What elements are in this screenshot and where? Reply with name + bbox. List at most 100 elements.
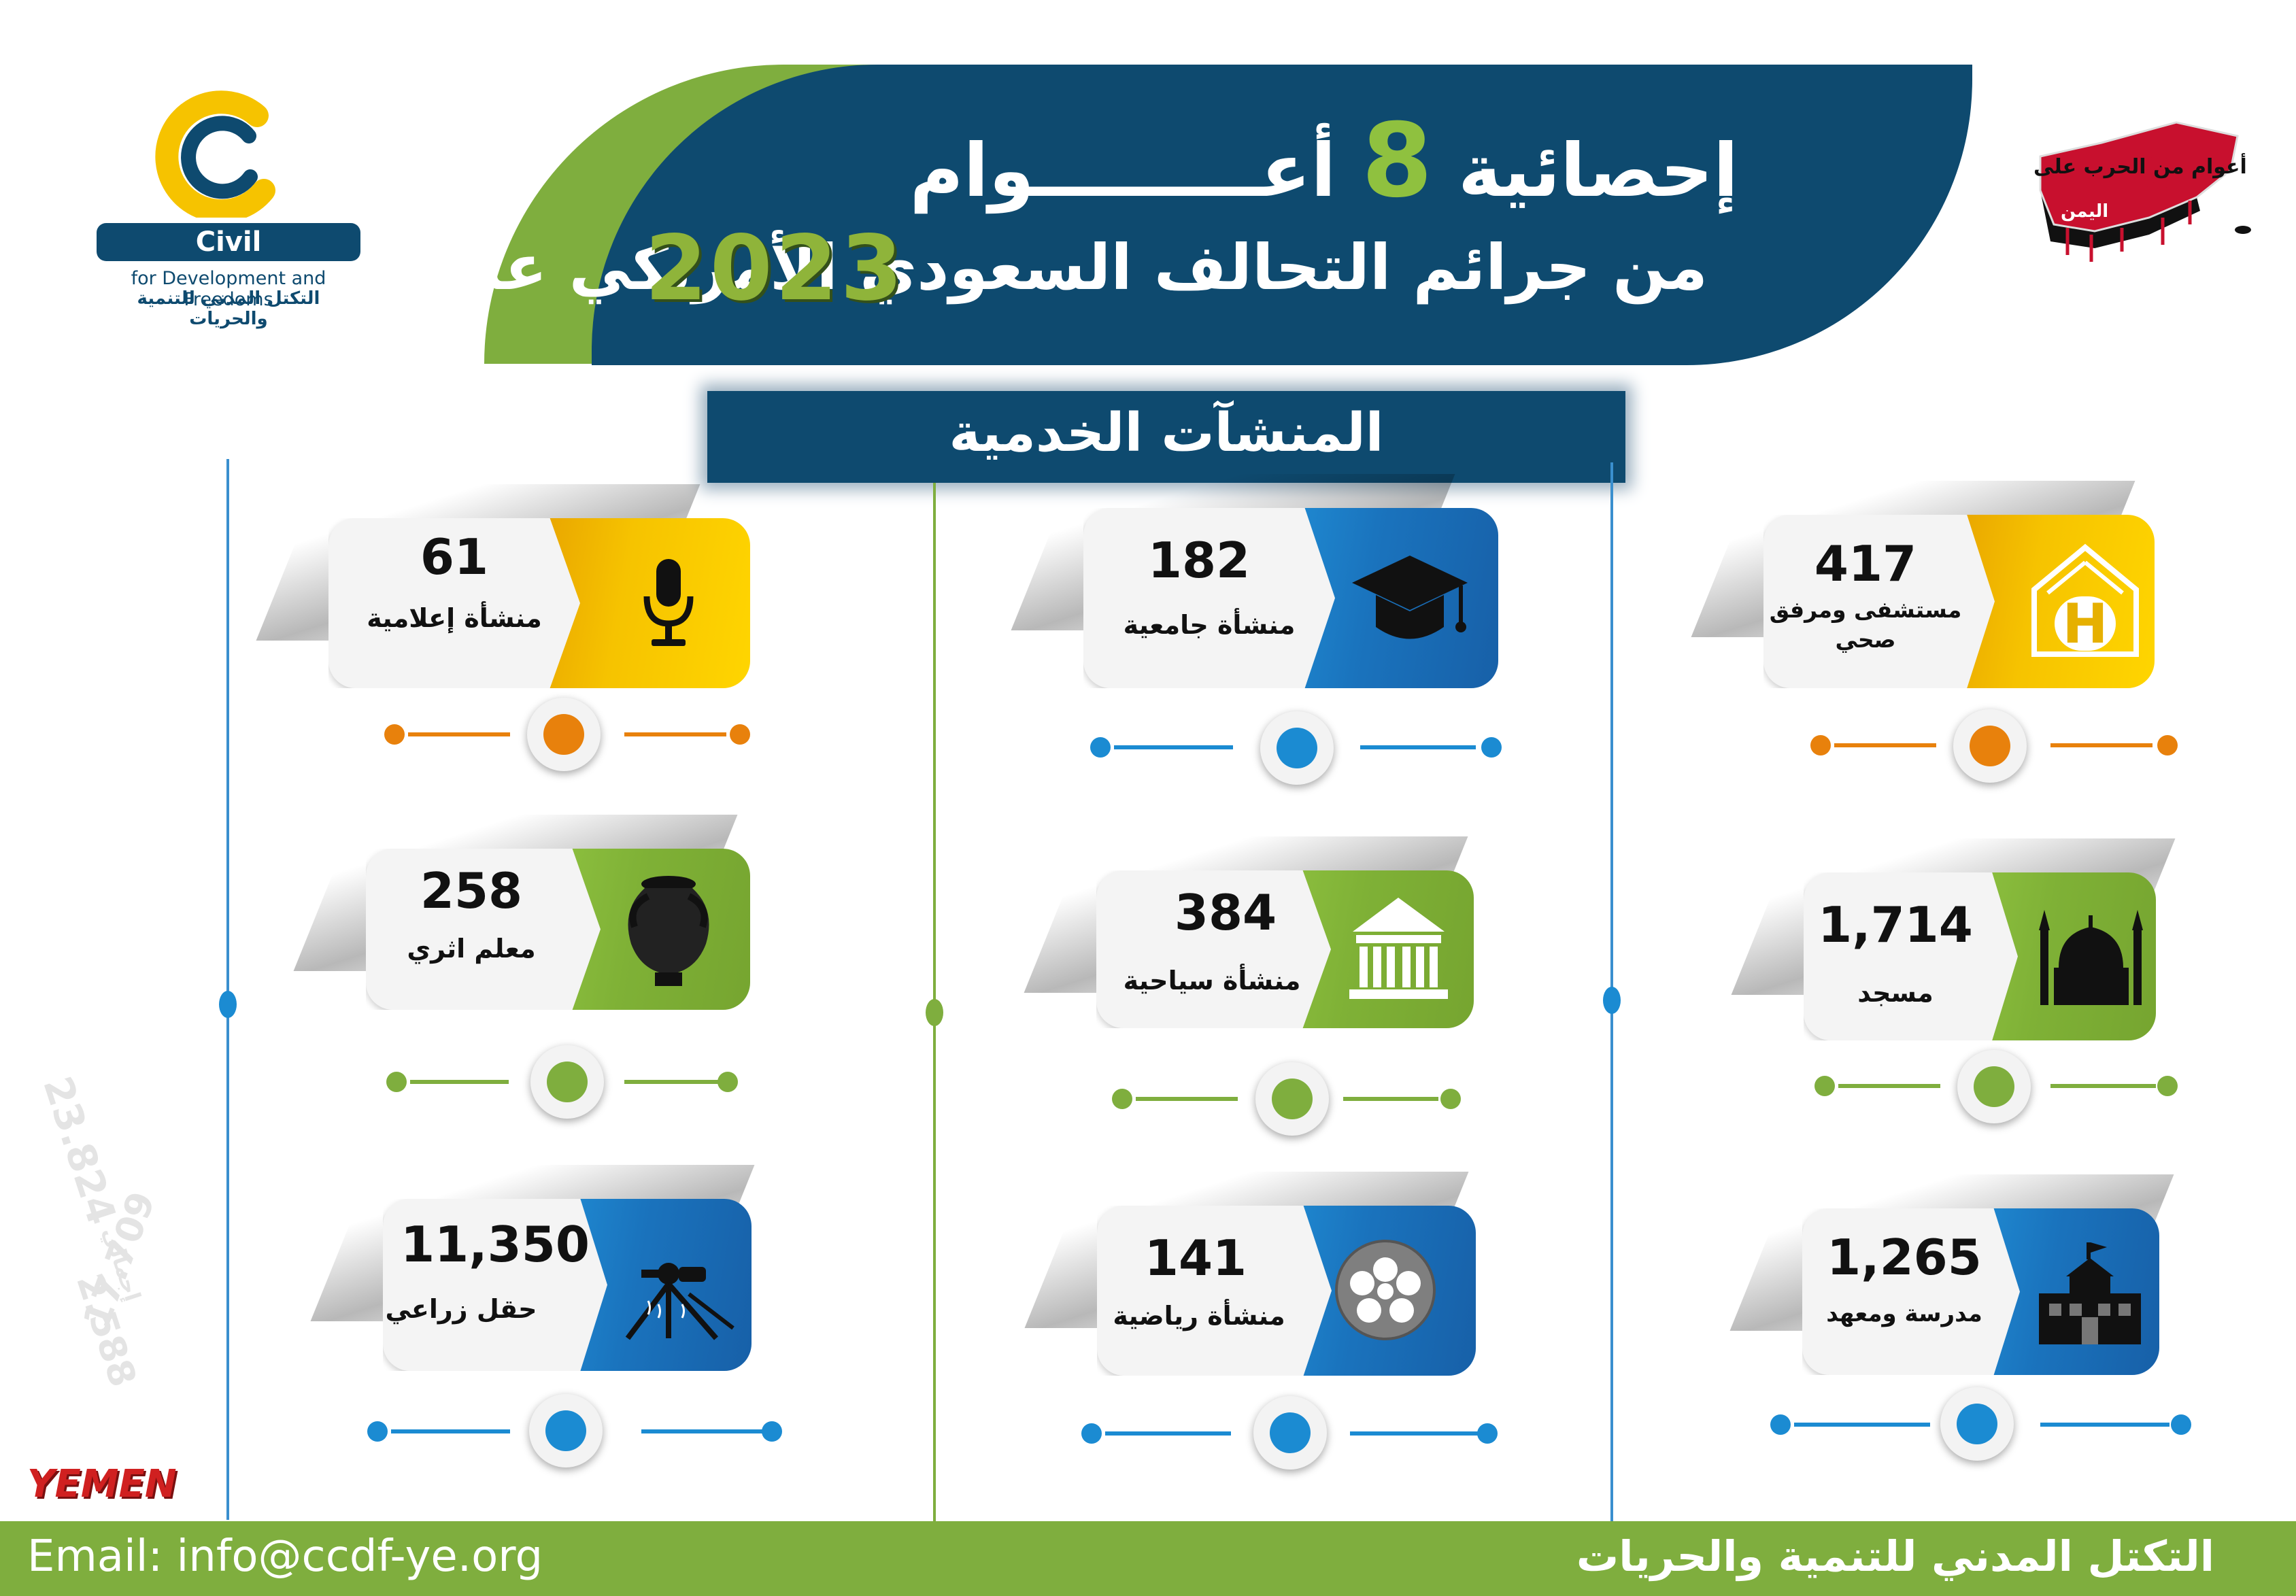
stat-number: 417 bbox=[1814, 535, 1917, 592]
connector-ring bbox=[527, 698, 601, 771]
connector-ring bbox=[1940, 1387, 2014, 1461]
stat-card-mosque: 1,714 مسجد bbox=[1731, 838, 2176, 1040]
connector-ring-core bbox=[1270, 1412, 1311, 1453]
connector-ring-core bbox=[1277, 728, 1317, 768]
header-subtitle: من جرائم التحالف السعودي الأمريكي على ال… bbox=[224, 231, 1708, 304]
vase-icon bbox=[628, 876, 709, 986]
stat-number: 141 bbox=[1144, 1229, 1247, 1287]
connector-ring-core bbox=[1970, 726, 2010, 766]
stat-label: مدرسة ومعهد bbox=[1826, 1300, 1982, 1327]
connector-ring-core bbox=[1272, 1079, 1313, 1119]
connector-dot bbox=[2171, 1414, 2191, 1435]
section-title: المنشآت الخدمية bbox=[949, 403, 1384, 464]
connector-line bbox=[624, 1080, 720, 1084]
connector-line bbox=[1360, 745, 1476, 749]
header-title-number: 8 bbox=[1362, 102, 1433, 220]
stat-label: منشأة رياضية bbox=[1113, 1301, 1285, 1331]
card-text-panel bbox=[1083, 508, 1335, 688]
yemen-logo-text: أعوام من الحرب على bbox=[2033, 155, 2247, 179]
stat-number: 384 bbox=[1174, 884, 1277, 941]
football-icon bbox=[1335, 1240, 1436, 1340]
vertical-divider-left bbox=[226, 459, 229, 1520]
divider-dot-left bbox=[219, 991, 237, 1018]
connector-ring-core bbox=[545, 1410, 586, 1451]
connector-ring-core bbox=[1974, 1066, 2014, 1107]
header-title-suffix: أعـــــــــوام bbox=[909, 129, 1336, 214]
watermark-total: 23.824 bbox=[34, 1071, 126, 1230]
building-icon bbox=[1349, 898, 1448, 999]
card-text-panel bbox=[1802, 1208, 2020, 1375]
civil-conglomerate-logo-icon bbox=[155, 90, 275, 218]
stat-card-school: 1,265 مدرسة ومعهد bbox=[1729, 1174, 2174, 1375]
connector-line bbox=[391, 1429, 510, 1433]
header-banner bbox=[592, 65, 1972, 365]
yemen-map-logo-icon bbox=[2039, 121, 2251, 262]
card-text-panel bbox=[1763, 515, 1995, 688]
connector-dot bbox=[762, 1421, 782, 1442]
connector-line bbox=[1343, 1097, 1438, 1101]
connector-dot bbox=[1090, 737, 1111, 758]
connector-line bbox=[408, 732, 510, 736]
stat-card-media: 61 منشأة إعلامية bbox=[256, 484, 750, 688]
stat-number: 182 bbox=[1147, 532, 1251, 589]
connector-dot bbox=[1440, 1089, 1461, 1109]
yemen-logo-sub: اليمن bbox=[2061, 201, 2109, 222]
svg-text:H: H bbox=[2063, 592, 2108, 656]
yemen-badge: YEMEN bbox=[27, 1462, 177, 1506]
connector-ring bbox=[1253, 1396, 1327, 1470]
connector-ring bbox=[1953, 709, 2027, 783]
connector-line bbox=[1105, 1431, 1231, 1436]
connector-dot bbox=[2157, 735, 2178, 755]
stat-card-sports: 141 منشأة رياضية bbox=[1024, 1172, 1476, 1376]
stat-card-agriculture: 11,350 حقل زراعي bbox=[310, 1165, 755, 1371]
connector-line bbox=[2040, 1423, 2170, 1427]
mosque-icon bbox=[2039, 910, 2143, 1005]
connector-line bbox=[1350, 1431, 1479, 1436]
connector-ring bbox=[1260, 711, 1334, 785]
connector-line bbox=[2050, 1084, 2156, 1088]
stat-label: منشأة إعلامية bbox=[367, 603, 542, 633]
header-year: 2023 bbox=[645, 216, 906, 321]
footer-org-name: التكتل المدني للتنمية والحريات bbox=[1576, 1531, 2214, 1581]
connector-dot bbox=[1477, 1423, 1498, 1444]
connector-dot bbox=[1814, 1076, 1835, 1096]
connector-dot bbox=[1481, 737, 1502, 758]
card-text-panel bbox=[1096, 870, 1331, 1028]
stat-card-tourism: 384 منشأة سياحية bbox=[1024, 836, 1474, 1028]
connector-line bbox=[1838, 1084, 1940, 1088]
connector-ring-core bbox=[543, 714, 584, 755]
connector-line bbox=[1834, 743, 1936, 747]
stat-number: 11,350 bbox=[401, 1216, 590, 1273]
logo-arabic-name: التكتل المدني للتنمية والحريات bbox=[137, 288, 320, 329]
connector-dot bbox=[386, 1072, 407, 1092]
microphone-icon bbox=[643, 559, 694, 646]
header-title: إحصائية 8 أعـــــــــوام bbox=[910, 102, 1738, 220]
stat-label: منشأة جامعية bbox=[1123, 610, 1296, 640]
stat-card-health: 417 مستشفى ومرفق صحي H bbox=[1691, 481, 2155, 688]
connector-ring-core bbox=[547, 1062, 588, 1102]
stat-number: 1,265 bbox=[1827, 1229, 1982, 1286]
footer-email[interactable]: Email: info@ccdf-ye.org bbox=[27, 1531, 543, 1582]
stat-number: 258 bbox=[420, 862, 523, 919]
connector-dot bbox=[1112, 1089, 1132, 1109]
card-text-panel bbox=[366, 849, 601, 1010]
stat-card-archaeological: 258 معلم اثري bbox=[293, 815, 750, 1010]
connector-line bbox=[1136, 1097, 1238, 1101]
connector-dot bbox=[367, 1421, 388, 1442]
section-banner bbox=[707, 391, 1625, 483]
card-text-panel bbox=[1097, 1206, 1332, 1376]
header-title-prefix: إحصائية bbox=[1458, 129, 1738, 214]
stat-number: 1,714 bbox=[1818, 896, 1973, 953]
connector-line bbox=[410, 1080, 509, 1084]
stat-number: 61 bbox=[420, 528, 489, 585]
connector-dot bbox=[384, 724, 405, 745]
connector-line bbox=[1114, 745, 1233, 749]
school-icon bbox=[2039, 1242, 2141, 1344]
connector-ring-core bbox=[1957, 1404, 1997, 1444]
stat-card-university: 182 منشأة جامعية bbox=[1011, 474, 1498, 688]
logo-name: Civil Conglomerate bbox=[97, 223, 360, 296]
stat-label: منشأة سياحية bbox=[1123, 966, 1301, 996]
connector-line bbox=[624, 732, 726, 736]
connector-ring bbox=[1957, 1050, 2031, 1123]
card-text-panel bbox=[1804, 872, 2018, 1040]
